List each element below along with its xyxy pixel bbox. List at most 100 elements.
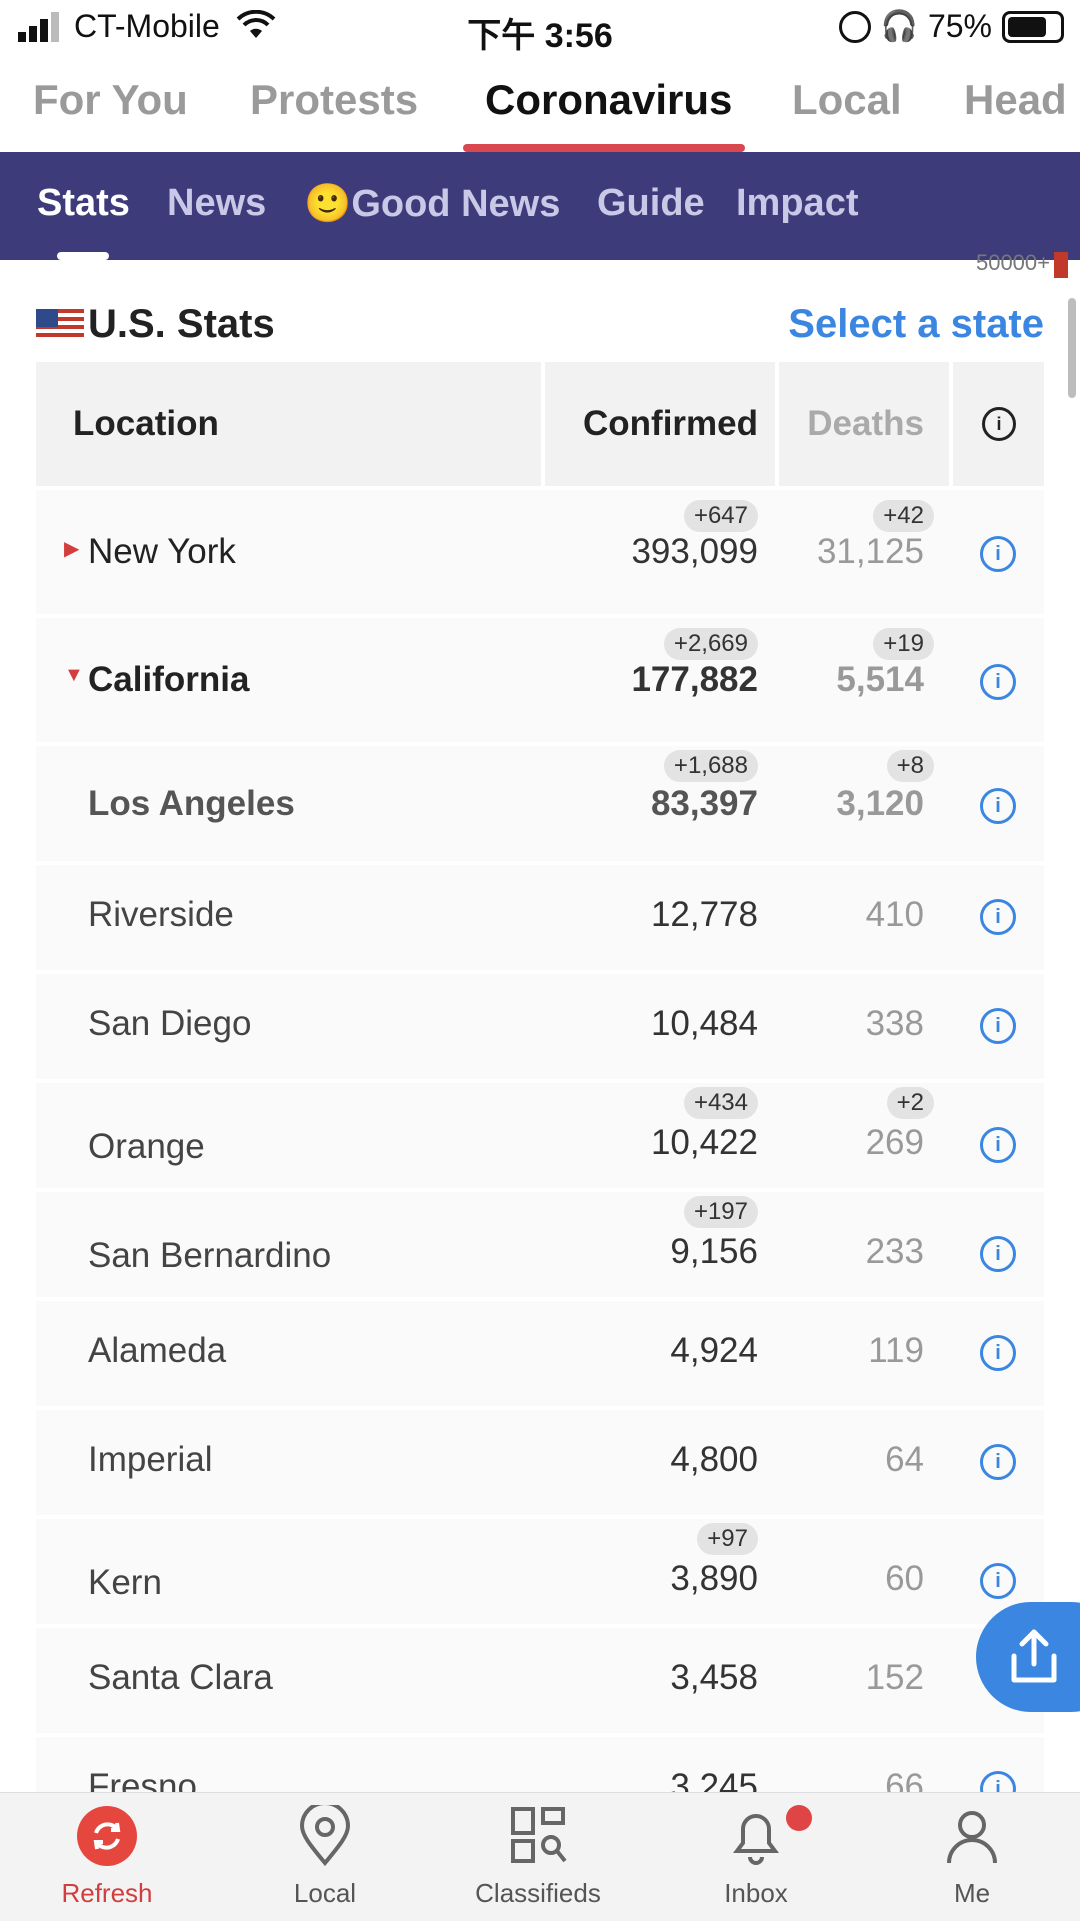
collapse-arrow-icon[interactable]: ▼	[64, 664, 84, 686]
info-icon[interactable]: i	[980, 1127, 1016, 1163]
column-confirmed[interactable]: Confirmed	[583, 404, 758, 443]
sub-nav: Stats News 🙂Good News Guide Impact	[0, 152, 1080, 260]
row-confirmed: 10,422	[650, 1123, 758, 1162]
expand-arrow-icon[interactable]: ▶	[64, 538, 80, 560]
bottom-tab-classifieds[interactable]: Classifieds	[458, 1805, 618, 1909]
info-icon[interactable]: i	[980, 1335, 1016, 1371]
bottom-tab-label: Local	[293, 1878, 357, 1908]
row-deaths: 119	[868, 1331, 924, 1370]
confirmed-delta-badge: +647	[683, 500, 758, 532]
subtab-good-news[interactable]: 🙂Good News	[304, 183, 561, 225]
share-button[interactable]	[976, 1602, 1080, 1712]
table-header: Location Confirmed Deaths i	[36, 362, 1044, 486]
deaths-delta-badge: +19	[873, 628, 934, 660]
map-legend-swatch	[1054, 252, 1068, 278]
row-confirmed: 3,458	[670, 1658, 758, 1697]
row-location: Santa Clara	[88, 1658, 273, 1697]
table-row-santa-clara[interactable]: Santa Clara 3,458 152	[36, 1624, 1044, 1733]
info-icon[interactable]: i	[980, 899, 1016, 935]
battery-icon	[1002, 10, 1064, 43]
table-row-california[interactable]: ▼ California +2,669 177,882 +19 5,514 i	[36, 614, 1044, 742]
classifieds-grid-icon	[511, 1807, 567, 1863]
bottom-tab-label: Inbox	[724, 1878, 788, 1908]
active-tab-indicator	[463, 144, 745, 152]
subtab-news[interactable]: News	[167, 182, 267, 224]
info-icon[interactable]: i	[980, 1236, 1016, 1272]
table-row-san-diego[interactable]: San Diego 10,484 338 i	[36, 970, 1044, 1079]
column-deaths[interactable]: Deaths	[807, 404, 924, 443]
column-info-icon[interactable]: i	[982, 362, 1016, 486]
bottom-tab-local[interactable]: Local	[245, 1801, 405, 1909]
stats-table: Location Confirmed Deaths i ▶ New York +…	[36, 362, 1044, 1842]
table-row-san-bernardino[interactable]: San Bernardino +197 9,156 233 i	[36, 1188, 1044, 1297]
subtab-stats[interactable]: Stats	[37, 182, 130, 224]
bottom-tab-inbox[interactable]: Inbox	[676, 1805, 836, 1909]
tab-protests[interactable]: Protests	[250, 76, 419, 123]
confirmed-delta-badge: +1,688	[663, 750, 758, 782]
tab-for-you[interactable]: For You	[33, 76, 188, 123]
table-row-orange[interactable]: Orange +434 10,422 +2 269 i	[36, 1079, 1044, 1188]
table-row-imperial[interactable]: Imperial 4,800 64 i	[36, 1406, 1044, 1515]
deaths-delta-badge: +8	[886, 750, 934, 782]
row-deaths: 233	[865, 1232, 924, 1271]
row-location: California	[88, 660, 250, 699]
section-title: U.S. Stats	[36, 302, 275, 347]
column-divider	[541, 362, 545, 486]
stats-header: U.S. Stats Select a state	[36, 302, 1044, 352]
select-state-link[interactable]: Select a state	[788, 302, 1044, 346]
tab-headlines[interactable]: Head	[964, 76, 1067, 123]
person-icon	[947, 1811, 997, 1864]
tab-local[interactable]: Local	[792, 76, 902, 123]
info-icon[interactable]: i	[980, 1563, 1016, 1599]
carrier-name: CT-Mobile	[74, 8, 220, 44]
row-confirmed: 4,800	[670, 1440, 758, 1479]
confirmed-delta-badge: +97	[697, 1523, 758, 1555]
bottom-tab-label: Me	[953, 1878, 991, 1908]
row-deaths: 60	[885, 1559, 924, 1598]
rotation-lock-icon	[838, 10, 871, 43]
status-time: 下午 3:56	[467, 17, 613, 55]
subtab-impact[interactable]: Impact	[736, 182, 859, 224]
subtab-indicator	[57, 252, 109, 260]
bottom-tab-bar: Refresh Local Classifieds Inbox Me	[0, 1792, 1080, 1921]
headphones-icon: 🎧	[880, 10, 918, 43]
share-icon	[1011, 1629, 1057, 1683]
row-location: Imperial	[88, 1440, 213, 1479]
table-row-los-angeles[interactable]: Los Angeles +1,688 83,397 +8 3,120 i	[36, 742, 1044, 861]
info-icon[interactable]: i	[980, 664, 1016, 700]
table-row-alameda[interactable]: Alameda 4,924 119 i	[36, 1297, 1044, 1406]
row-location: Kern	[88, 1563, 162, 1602]
confirmed-delta-badge: +2,669	[663, 628, 758, 660]
table-row-kern[interactable]: Kern +97 3,890 60 i	[36, 1515, 1044, 1624]
row-deaths: 338	[865, 1004, 924, 1043]
table-row-new-york[interactable]: ▶ New York +647 393,099 +42 31,125 i	[36, 486, 1044, 614]
row-deaths: 410	[865, 895, 924, 934]
column-location[interactable]: Location	[73, 404, 219, 443]
bottom-tab-refresh[interactable]: Refresh	[27, 1805, 187, 1909]
us-flag-icon	[36, 308, 84, 341]
row-deaths: 269	[865, 1123, 924, 1162]
row-confirmed: 393,099	[631, 532, 758, 571]
bottom-tab-label: Classifieds	[475, 1878, 601, 1908]
row-location: San Bernardino	[88, 1236, 332, 1275]
row-location: Alameda	[88, 1331, 227, 1370]
scrollbar[interactable]	[1068, 298, 1076, 398]
bottom-tab-me[interactable]: Me	[892, 1805, 1052, 1909]
info-icon[interactable]: i	[980, 1444, 1016, 1480]
table-row-riverside[interactable]: Riverside 12,778 410 i	[36, 861, 1044, 970]
info-icon[interactable]: i	[980, 788, 1016, 824]
map-legend-label: 50000+	[975, 250, 1050, 275]
row-confirmed: 83,397	[650, 784, 758, 823]
row-confirmed: 177,882	[631, 660, 758, 699]
status-bar: CT-Mobile 下午 3:56 🎧 75%	[0, 0, 1080, 56]
info-icon[interactable]: i	[980, 536, 1016, 572]
bell-icon	[733, 1814, 779, 1865]
info-icon[interactable]: i	[980, 1008, 1016, 1044]
confirmed-delta-badge: +197	[683, 1196, 758, 1228]
row-confirmed: 10,484	[650, 1004, 758, 1043]
notification-badge	[786, 1805, 812, 1831]
subtab-guide[interactable]: Guide	[597, 182, 705, 224]
tab-coronavirus[interactable]: Coronavirus	[485, 76, 733, 123]
location-pin-icon	[299, 1801, 351, 1867]
deaths-delta-badge: +42	[873, 500, 934, 532]
